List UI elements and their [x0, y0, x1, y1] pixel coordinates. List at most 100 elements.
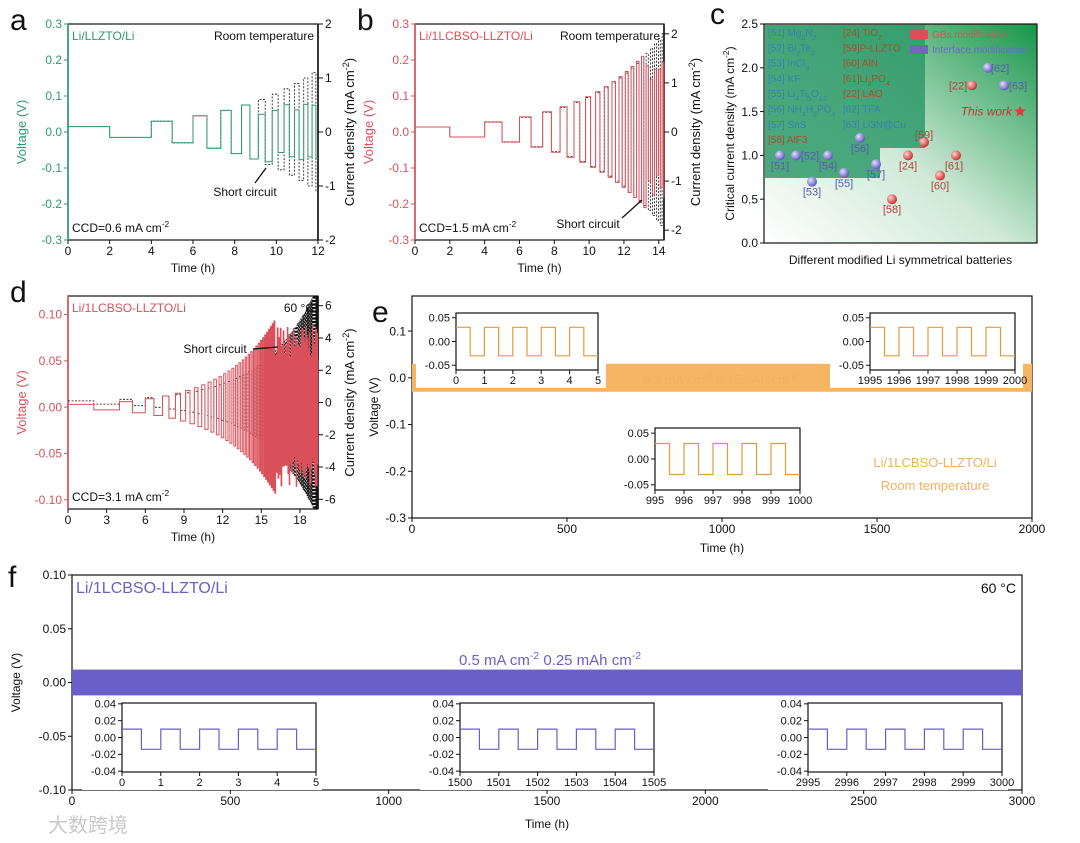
x-tick-label: 10 [270, 244, 284, 258]
data-point [871, 159, 882, 170]
x-axis-label: Time (h) [171, 261, 215, 275]
voltage-band [72, 669, 1022, 696]
y-tick-label: 0.2 [392, 53, 409, 67]
x-tick-label: 1505 [642, 777, 666, 789]
x-tick-label: 500 [220, 794, 240, 808]
x-tick-label: 0 [412, 244, 419, 258]
y-tick-label: 0.00 [781, 732, 802, 744]
reference-item: [63] Li3N@Cu [843, 120, 906, 131]
y2-tick-label: -1 [671, 174, 682, 188]
x-tick-label: 1996 [887, 375, 911, 387]
x-tick-label: 1997 [916, 375, 940, 387]
y-tick-label: -0.05 [35, 447, 63, 461]
point-label: [59] [915, 129, 933, 141]
y-tick-label: 0.05 [843, 313, 864, 325]
x-tick-label: 5 [595, 375, 601, 387]
y-tick-label: -0.04 [429, 766, 454, 778]
data-point [839, 167, 850, 178]
x-tick-label: 999 [762, 495, 780, 507]
point-label: [58] [883, 204, 901, 216]
x-tick-label: 0 [119, 777, 125, 789]
y-tick-label: -0.1 [388, 161, 409, 175]
x-tick-label: 12 [617, 244, 631, 258]
x-tick-label: 1501 [487, 777, 511, 789]
x-tick-label: 4 [567, 375, 573, 387]
x-tick-label: 1 [158, 777, 164, 789]
y2-axis-label: Current density (mA cm-2) [341, 328, 357, 476]
y2-axis-label: Current density (mA cm-2) [341, 58, 357, 206]
arrow [621, 199, 643, 219]
x-tick-label: 3 [538, 375, 544, 387]
x-tick-label: 2500 [850, 794, 877, 808]
y-tick-label: 0.04 [433, 699, 454, 711]
y-tick-label: 0.2 [45, 53, 62, 67]
x-tick-label: 1000 [709, 522, 736, 536]
legend-label: GBs modification [932, 30, 1008, 41]
inset-voltage-series [655, 442, 800, 476]
x-tick-label: 1000 [375, 794, 402, 808]
data-point [983, 62, 994, 73]
y2-tick-label: -4 [325, 460, 336, 474]
reference-item: [24] TiO2 [843, 28, 882, 42]
legend-label: Interface modification [932, 45, 1027, 56]
x-tick-label: 1000 [788, 495, 812, 507]
panel-label: d [10, 276, 27, 309]
y-tick-label: -0.2 [388, 197, 409, 211]
x-tick-label: 1999 [974, 375, 998, 387]
reference-item: [62] TFA [843, 105, 881, 116]
y-tick-label: 0.0 [389, 371, 406, 385]
condition-label: Room temperature [214, 29, 314, 43]
y-tick-label: 0.05 [39, 354, 63, 368]
reference-item: [54] KF [768, 74, 800, 85]
y2-tick-label: -1 [325, 179, 336, 193]
y-tick-label: -0.2 [41, 197, 62, 211]
panel-label: e [372, 296, 389, 329]
inset-voltage-series [456, 326, 598, 357]
y-tick-label: 1.5 [741, 105, 758, 119]
x-tick-label: 6 [142, 513, 149, 527]
point-label: [56] [851, 143, 869, 155]
y-tick-label: 0.0 [45, 125, 62, 139]
y-tick-label: 0.02 [433, 716, 454, 728]
y-tick-label: 0.00 [843, 336, 864, 348]
short-circuit-annotation: Short circuit [213, 185, 277, 199]
y-tick-label: 2.5 [741, 17, 758, 31]
y-tick-label: -0.05 [425, 360, 450, 372]
reference-item: [22] LAO [843, 89, 883, 100]
x-tick-label: 2996 [835, 777, 859, 789]
inset-voltage-series [870, 326, 1015, 357]
y-tick-label: -0.05 [624, 480, 649, 492]
x-tick-label: 6 [516, 244, 523, 258]
x-tick-label: 8 [231, 244, 238, 258]
reference-item: [56] NH4H2PO4 [768, 105, 835, 119]
panel-label: f [8, 561, 17, 594]
y-tick-label: -0.05 [39, 729, 67, 743]
this-work-label: This work [961, 105, 1013, 119]
point-label: [62] [991, 63, 1009, 75]
point-label: [52] [801, 150, 819, 162]
data-point [791, 150, 802, 161]
y-tick-label: 0.00 [628, 454, 649, 466]
data-point [807, 176, 818, 187]
y2-tick-label: 0 [325, 125, 332, 139]
x-tick-label: 0 [69, 794, 76, 808]
reference-item: [61]Li3PO4 [843, 74, 890, 88]
y2-tick-label: 1 [325, 71, 332, 85]
x-axis-label: Time (h) [171, 530, 215, 544]
y2-tick-label: 4 [325, 331, 332, 345]
x-tick-label: 3000 [1009, 794, 1036, 808]
y-tick-label: 0.02 [781, 716, 802, 728]
point-label: [63] [1009, 80, 1027, 92]
reference-item: [52] Bi2Te3 [768, 43, 815, 57]
data-point [855, 132, 866, 143]
x-tick-label: 1500 [448, 777, 472, 789]
ccd-label: CCD=3.1 mA cm-2 [72, 488, 169, 504]
plot-frame [414, 23, 665, 241]
x-tick-label: 9 [181, 513, 188, 527]
data-point [919, 137, 930, 148]
x-tick-label: 2000 [692, 794, 719, 808]
y-tick-label: -0.1 [385, 418, 406, 432]
x-tick-label: 4 [274, 777, 280, 789]
voltage-series [68, 103, 318, 163]
